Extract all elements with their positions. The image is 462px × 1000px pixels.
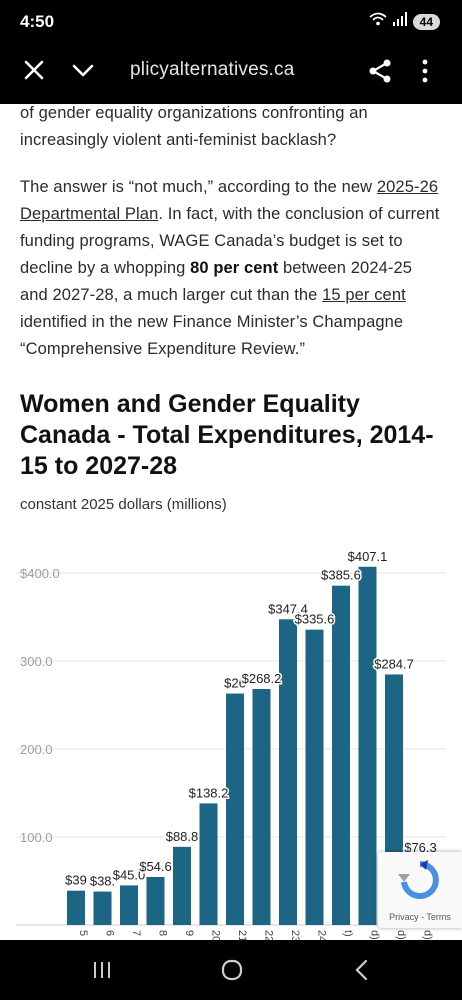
- bar-data-label: $26: [224, 676, 246, 691]
- bar: [226, 693, 244, 925]
- article-paragraph-1: of gender equality organizations confron…: [20, 104, 368, 149]
- text-span: . In fact, with the conclusion of curren…: [20, 205, 440, 277]
- y-tick-label: 300.0: [20, 654, 53, 669]
- bar: [305, 629, 324, 925]
- battery-indicator: 44: [412, 13, 440, 30]
- recaptcha-badge[interactable]: Privacy - Terms: [378, 852, 462, 928]
- recaptcha-links[interactable]: Privacy - Terms: [389, 912, 451, 922]
- bar: [173, 846, 191, 925]
- bar-data-label: $138.2: [189, 785, 229, 800]
- x-tick-label: d): [422, 930, 434, 940]
- bold-text: 80 per cent: [190, 259, 279, 277]
- back-icon[interactable]: [350, 958, 374, 987]
- bar-data-label: $335.6: [295, 612, 335, 627]
- bar: [146, 876, 165, 925]
- chevron-down-icon[interactable]: [70, 60, 96, 85]
- url-text[interactable]: plicyalternatives.ca: [130, 59, 295, 80]
- x-tick-label: 6: [104, 930, 116, 936]
- y-tick-label: 200.0: [20, 742, 53, 757]
- article-paragraph-2: The answer is “not much,” according to t…: [20, 174, 440, 363]
- y-tick-label: $400.0: [20, 566, 60, 581]
- x-tick-label: 23: [289, 930, 301, 940]
- bar: [120, 885, 138, 925]
- bar: [199, 803, 218, 925]
- departmental-plan-link[interactable]: 2025-26 Departmental Plan: [20, 178, 439, 223]
- bar: [67, 890, 85, 925]
- status-icons: 44: [369, 12, 440, 31]
- expenditures-bar-chart: 100.0 200.0 300.0 $400.0 $39 $38.$45.0$54.6 $8…: [16, 547, 446, 940]
- bar-data-label: $385.6: [321, 568, 361, 583]
- bar-data-label: $347.4: [268, 601, 308, 616]
- status-bar: 4:50 44: [0, 0, 462, 44]
- x-tick-label: 7: [130, 930, 142, 936]
- chart-subtitle: constant 2025 dollars (millions): [20, 496, 227, 513]
- bar-data-label: $407.1: [348, 549, 388, 564]
- bar-data-label: $54.6: [139, 859, 172, 874]
- x-tick-label: t): [342, 930, 354, 937]
- share-icon[interactable]: [367, 58, 393, 89]
- bar: [93, 891, 112, 925]
- x-tick-label: 22: [263, 930, 275, 940]
- bar-data-label: $88.8: [166, 829, 199, 844]
- x-tick-label: 5: [77, 930, 89, 936]
- close-icon[interactable]: [22, 58, 46, 87]
- x-tick-label: 8: [157, 930, 169, 936]
- bar-data-label: $45.0: [113, 867, 146, 882]
- text-span: identified in the new Finance Minister’s…: [20, 313, 404, 358]
- bar: [358, 566, 377, 925]
- x-tick-label: 21: [236, 930, 248, 940]
- chart-title: Women and Gender Equality Canada - Total…: [20, 390, 434, 480]
- bar-data-label: $39: [65, 873, 87, 888]
- home-icon[interactable]: [220, 958, 244, 987]
- bar-data-label: $76.3: [404, 840, 437, 855]
- x-tick-label: 20: [210, 930, 222, 940]
- bar: [279, 619, 297, 925]
- signal-icon: [392, 12, 407, 31]
- article-content: of gender equality organizations confron…: [20, 104, 440, 513]
- recaptcha-icon: [398, 860, 439, 899]
- x-tick-label: 24: [316, 930, 328, 940]
- y-tick-label: 100.0: [20, 830, 53, 845]
- bar: [252, 688, 271, 925]
- bar: [332, 585, 350, 925]
- text-span: between 2024-25 and 2027-28, a much larg…: [20, 259, 413, 304]
- browser-toolbar: plicyalternatives.ca: [0, 44, 462, 104]
- x-tick-label: d): [369, 930, 381, 940]
- bar-data-label: $268.2: [242, 671, 282, 686]
- wifi-icon: [369, 12, 387, 31]
- x-tick-label: d): [395, 930, 407, 940]
- recent-apps-icon[interactable]: [90, 958, 114, 987]
- status-time: 4:50: [20, 12, 55, 31]
- fifteen-percent-link[interactable]: 15 per cent: [322, 286, 406, 304]
- x-tick-label: 9: [183, 930, 195, 936]
- navigation-bar: [0, 940, 462, 1000]
- bar-data-label: $38.: [90, 874, 115, 889]
- more-options-icon[interactable]: [420, 58, 430, 89]
- bar-data-label: $284.7: [374, 656, 414, 671]
- text-span: The answer is “not much,” according to t…: [20, 178, 377, 196]
